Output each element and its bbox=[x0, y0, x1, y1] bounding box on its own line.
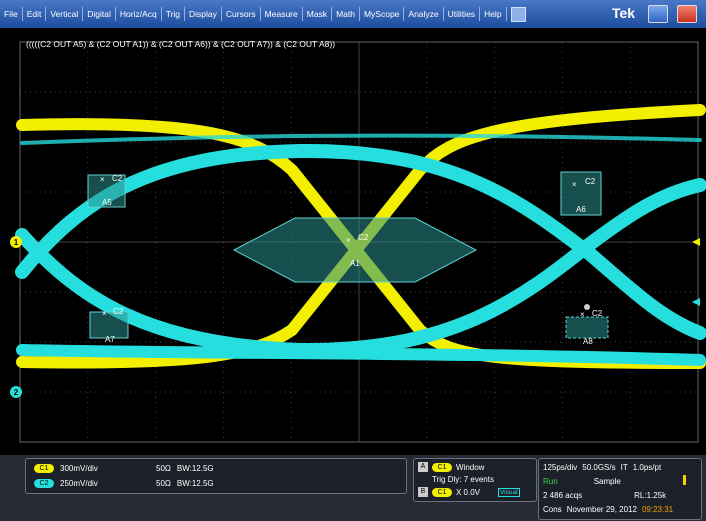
logo: Tek bbox=[612, 5, 636, 21]
scope-screen: (((((C2 OUT A5) & (C2 OUT A1)) & (C2 OUT… bbox=[0, 28, 706, 455]
mask-channel: C2 bbox=[113, 307, 124, 316]
menu-item[interactable]: Trig bbox=[162, 7, 186, 21]
menu-item[interactable]: Vertical bbox=[46, 7, 84, 21]
ch1-impedance: 50Ω bbox=[156, 464, 171, 473]
ch1-scale: 300mV/div bbox=[60, 464, 98, 473]
ch1-badge: C1 bbox=[34, 464, 54, 473]
date-row: Cons November 29, 2012 09:23:31 bbox=[543, 505, 673, 514]
ch2-scale: 250mV/div bbox=[60, 479, 98, 488]
menu-item[interactable]: Analyze bbox=[404, 7, 444, 21]
level-arrow bbox=[692, 180, 700, 188]
cyan-trace bbox=[16, 344, 706, 366]
a-badge: A bbox=[418, 462, 428, 472]
cons-label: Cons bbox=[543, 505, 562, 514]
a-channel: C1 bbox=[432, 462, 452, 472]
delay-text: Trig Dly: 7 events bbox=[432, 475, 494, 484]
menu-item[interactable]: Display bbox=[185, 7, 222, 21]
ch1-marker-label: 1 bbox=[14, 238, 19, 247]
status-panel: C1 300mV/div 50Ω BW:12.5G C2 250mV/div 5… bbox=[0, 455, 706, 521]
channel-box: C1 300mV/div 50Ω BW:12.5G C2 250mV/div 5… bbox=[25, 458, 407, 494]
mask-cross: × bbox=[572, 180, 577, 189]
level-arrow bbox=[692, 298, 700, 306]
mask-expression: (((((C2 OUT A5) & (C2 OUT A1)) & (C2 OUT… bbox=[26, 39, 335, 49]
acq-mode: Sample bbox=[593, 477, 621, 486]
timebase-row: 125ps/div 50.0GS/s IT 1.0ps/pt bbox=[543, 463, 661, 472]
timebase: 125ps/div bbox=[543, 463, 578, 472]
minimize-button[interactable] bbox=[648, 5, 668, 23]
menu-item[interactable]: Mask bbox=[303, 7, 333, 21]
mask-cross: × bbox=[100, 175, 105, 184]
ch2-bandwidth: BW:12.5G bbox=[176, 479, 214, 488]
trigger-delay: Trig Dly: 7 events bbox=[432, 475, 494, 484]
mask-label: A6 bbox=[576, 205, 586, 214]
acquisition-box: 125ps/div 50.0GS/s IT 1.0ps/pt Run Sampl… bbox=[538, 458, 702, 520]
trigger-arrow bbox=[692, 238, 700, 246]
ch1-row: C1 300mV/div 50Ω BW:12.5G bbox=[34, 464, 214, 473]
mask-channel: C2 bbox=[585, 177, 596, 186]
mask-a8 bbox=[565, 316, 609, 339]
trigger-b-row: B C1 X 0.0V Visual bbox=[418, 487, 520, 497]
close-button[interactable] bbox=[677, 5, 697, 23]
sample-rate: 50.0GS/s bbox=[582, 463, 616, 472]
it: IT bbox=[620, 463, 628, 472]
mask-a1 bbox=[232, 217, 478, 283]
mask-a5 bbox=[87, 174, 126, 208]
ch1-bandwidth: BW:12.5G bbox=[176, 464, 214, 473]
acq-count: 2 486 acqs bbox=[543, 491, 583, 500]
menu-item[interactable]: Digital bbox=[83, 7, 116, 21]
mask-a6 bbox=[560, 171, 602, 216]
record-length: RL:1.25k bbox=[634, 491, 667, 500]
mask-label: A5 bbox=[102, 198, 112, 207]
trigger-box: A C1 Window Trig Dly: 7 events B C1 X 0.… bbox=[413, 458, 537, 502]
mask-a7 bbox=[89, 311, 129, 339]
cyan-trace bbox=[15, 178, 706, 358]
trigger-a-row: A C1 Window bbox=[418, 462, 484, 472]
menu-item[interactable]: Cursors bbox=[222, 7, 261, 21]
a-type: Window bbox=[456, 462, 485, 472]
mask-cross: × bbox=[346, 236, 351, 245]
run-state: Run bbox=[543, 477, 558, 486]
ch2-badge: C2 bbox=[34, 479, 54, 488]
mask-regions bbox=[87, 171, 609, 339]
ch2-row: C2 250mV/div 50Ω BW:12.5G bbox=[34, 479, 214, 488]
mask-cross: × bbox=[102, 309, 107, 318]
ch1-marker bbox=[10, 236, 22, 248]
state-row: Run Sample bbox=[543, 477, 621, 486]
mask-cross: × bbox=[580, 310, 585, 319]
mask-channel: C2 bbox=[592, 309, 603, 318]
menu-item[interactable]: Utilities bbox=[444, 7, 481, 21]
menu-item[interactable]: MyScope bbox=[360, 7, 405, 21]
mask-label: A1 bbox=[350, 259, 360, 268]
b-channel: C1 bbox=[432, 487, 452, 497]
b-badge: B bbox=[418, 487, 428, 497]
time: 09:23:31 bbox=[641, 505, 674, 514]
menu-dropdown[interactable] bbox=[510, 6, 526, 22]
ch2-marker bbox=[10, 386, 22, 398]
visual-mode: Visual bbox=[498, 487, 520, 497]
mask-handle bbox=[584, 304, 590, 310]
menu-item[interactable]: Help bbox=[480, 7, 507, 21]
cyan-trace bbox=[20, 133, 702, 145]
menu-item[interactable]: Measure bbox=[261, 7, 303, 21]
b-level: X 0.0V bbox=[456, 487, 481, 497]
mask-label: A8 bbox=[583, 337, 593, 346]
status-indicator bbox=[683, 475, 686, 485]
acqs-row: 2 486 acqs RL:1.25k bbox=[543, 491, 666, 500]
mask-channel: C2 bbox=[358, 233, 369, 242]
resolution: 1.0ps/pt bbox=[632, 463, 662, 472]
menu-item[interactable]: Edit bbox=[23, 7, 47, 21]
date: November 29, 2012 bbox=[566, 505, 637, 514]
menu-bar: File Edit Vertical Digital Horiz/Acq Trig Disp… bbox=[0, 0, 706, 28]
menu-item[interactable]: File bbox=[0, 7, 23, 21]
channel-markers: 1 2 bbox=[10, 180, 700, 398]
ch2-impedance: 50Ω bbox=[156, 479, 171, 488]
menu-item[interactable]: Horiz/Acq bbox=[116, 7, 162, 21]
ch2-marker-label: 2 bbox=[14, 388, 19, 397]
mask-labels: × C2 A5 × C2 A6 × C2 A1 × C2 A7 × C2 A8 bbox=[100, 174, 603, 346]
eye-diagram bbox=[15, 104, 706, 369]
menu-item[interactable]: Math bbox=[332, 7, 360, 21]
mask-channel: C2 bbox=[112, 174, 123, 183]
mask-label: A7 bbox=[105, 335, 115, 344]
